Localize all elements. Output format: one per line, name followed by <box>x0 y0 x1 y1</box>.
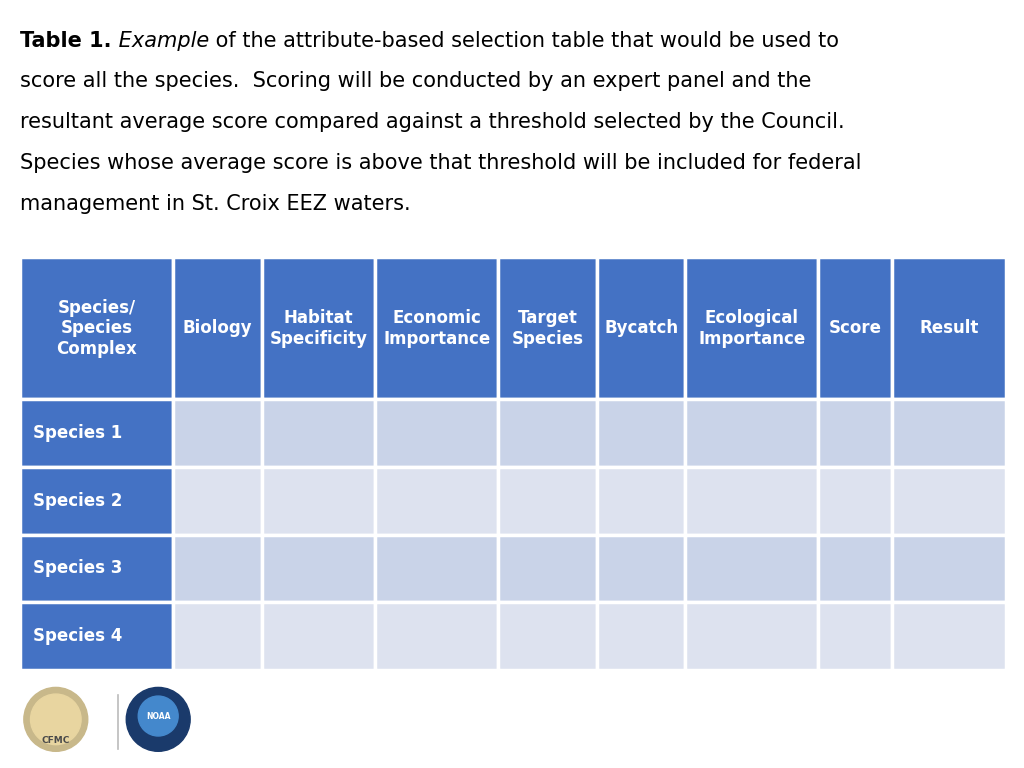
Text: Result: Result <box>920 319 979 337</box>
FancyBboxPatch shape <box>173 257 262 399</box>
FancyBboxPatch shape <box>173 535 262 602</box>
Text: Score: Score <box>828 319 882 337</box>
FancyBboxPatch shape <box>20 399 173 467</box>
FancyBboxPatch shape <box>818 602 892 670</box>
FancyBboxPatch shape <box>685 467 818 535</box>
FancyBboxPatch shape <box>818 257 892 399</box>
FancyBboxPatch shape <box>20 602 173 670</box>
FancyBboxPatch shape <box>375 399 499 467</box>
FancyBboxPatch shape <box>173 602 262 670</box>
FancyBboxPatch shape <box>685 257 818 399</box>
FancyBboxPatch shape <box>685 602 818 670</box>
FancyBboxPatch shape <box>499 535 597 602</box>
Text: Species 1: Species 1 <box>33 424 122 442</box>
FancyBboxPatch shape <box>499 602 597 670</box>
FancyBboxPatch shape <box>375 257 499 399</box>
Text: Target
Species: Target Species <box>512 309 584 348</box>
FancyBboxPatch shape <box>262 467 375 535</box>
FancyBboxPatch shape <box>20 535 173 602</box>
FancyBboxPatch shape <box>499 257 597 399</box>
FancyBboxPatch shape <box>262 602 375 670</box>
Circle shape <box>138 696 178 736</box>
Text: management in St. Croix EEZ waters.: management in St. Croix EEZ waters. <box>20 194 411 214</box>
Text: resultant average score compared against a threshold selected by the Council.: resultant average score compared against… <box>20 112 845 132</box>
Text: Ecological
Importance: Ecological Importance <box>698 309 806 348</box>
Text: Species 4: Species 4 <box>33 627 122 645</box>
FancyBboxPatch shape <box>262 399 375 467</box>
Text: Bycatch: Bycatch <box>604 319 678 337</box>
FancyBboxPatch shape <box>597 399 685 467</box>
Text: Example: Example <box>112 31 209 51</box>
Text: Species/
Species
Complex: Species/ Species Complex <box>56 299 137 358</box>
FancyBboxPatch shape <box>20 257 173 399</box>
FancyBboxPatch shape <box>173 399 262 467</box>
FancyBboxPatch shape <box>892 257 1006 399</box>
Text: Species whose average score is above that threshold will be included for federal: Species whose average score is above tha… <box>20 153 862 173</box>
Circle shape <box>126 687 190 751</box>
FancyBboxPatch shape <box>20 467 173 535</box>
FancyBboxPatch shape <box>892 535 1006 602</box>
FancyBboxPatch shape <box>597 257 685 399</box>
Text: NOAA: NOAA <box>146 711 170 720</box>
FancyBboxPatch shape <box>375 535 499 602</box>
FancyBboxPatch shape <box>818 467 892 535</box>
FancyBboxPatch shape <box>597 602 685 670</box>
FancyBboxPatch shape <box>262 535 375 602</box>
FancyBboxPatch shape <box>892 399 1006 467</box>
Circle shape <box>31 694 81 745</box>
FancyBboxPatch shape <box>892 602 1006 670</box>
Text: Economic
Importance: Economic Importance <box>383 309 490 348</box>
Text: score all the species.  Scoring will be conducted by an expert panel and the: score all the species. Scoring will be c… <box>20 71 812 91</box>
FancyBboxPatch shape <box>173 467 262 535</box>
FancyBboxPatch shape <box>375 602 499 670</box>
Text: Species 3: Species 3 <box>33 559 122 578</box>
FancyBboxPatch shape <box>262 257 375 399</box>
Text: Species 2: Species 2 <box>33 492 122 510</box>
Text: Habitat
Specificity: Habitat Specificity <box>269 309 368 348</box>
Text: CFMC: CFMC <box>42 737 70 745</box>
FancyBboxPatch shape <box>818 399 892 467</box>
Text: of the attribute-based selection table that would be used to: of the attribute-based selection table t… <box>209 31 840 51</box>
FancyBboxPatch shape <box>597 467 685 535</box>
FancyBboxPatch shape <box>892 467 1006 535</box>
Text: Table 1.: Table 1. <box>20 31 112 51</box>
FancyBboxPatch shape <box>499 399 597 467</box>
Text: Biology: Biology <box>182 319 252 337</box>
FancyBboxPatch shape <box>685 535 818 602</box>
FancyBboxPatch shape <box>375 467 499 535</box>
FancyBboxPatch shape <box>597 535 685 602</box>
FancyBboxPatch shape <box>685 399 818 467</box>
Circle shape <box>24 687 88 751</box>
FancyBboxPatch shape <box>818 535 892 602</box>
FancyBboxPatch shape <box>499 467 597 535</box>
